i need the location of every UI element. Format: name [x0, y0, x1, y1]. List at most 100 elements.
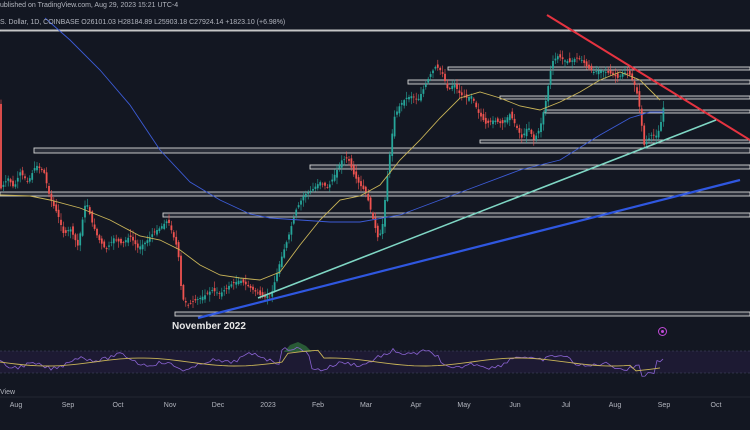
x-tick-label: Sep: [61, 402, 75, 409]
candle-body: [2, 184, 5, 187]
candle-body: [427, 78, 430, 83]
candle-body: [523, 133, 526, 136]
candle-body: [446, 83, 449, 89]
candle-body: [609, 70, 612, 74]
candle-body: [321, 183, 324, 185]
candle-body: [477, 109, 480, 113]
candle-body: [98, 235, 101, 241]
candle-body: [626, 73, 629, 75]
candle-body: [182, 284, 185, 300]
candle-body: [388, 154, 391, 174]
candle-body: [590, 65, 593, 71]
candle-body: [412, 96, 415, 98]
candle-body: [86, 205, 89, 207]
candle-body: [492, 120, 494, 125]
candle-body: [180, 255, 182, 286]
level-band: [162, 212, 750, 218]
candle-body: [199, 297, 202, 300]
candle-body: [280, 256, 283, 267]
candle-body: [14, 184, 17, 187]
candle-body: [571, 60, 574, 62]
candle-body: [612, 72, 614, 75]
x-tick-label: Apr: [410, 402, 422, 409]
candle-body: [660, 122, 662, 131]
candle-body: [283, 249, 286, 258]
candle-body: [108, 245, 110, 247]
candle-body: [304, 193, 307, 198]
candle-body: [76, 239, 79, 246]
x-tick-label: Mar: [359, 402, 373, 409]
candle-body: [508, 114, 511, 121]
level-band: [0, 191, 750, 197]
candle-body: [189, 303, 192, 305]
candle-body: [74, 234, 77, 241]
candle-body: [256, 292, 259, 294]
candle-body: [496, 118, 499, 122]
candle-body: [352, 165, 355, 175]
candle-body: [156, 230, 158, 235]
candle-body: [607, 71, 610, 73]
candle-body: [228, 285, 230, 290]
candle-body: [91, 211, 94, 223]
candle-body: [93, 224, 96, 229]
candle-body: [537, 130, 540, 134]
candle-body: [326, 187, 329, 188]
candle-body: [369, 197, 372, 210]
target-icon[interactable]: [658, 327, 667, 336]
candle-body: [621, 73, 624, 77]
candle-body: [136, 243, 139, 248]
level-band: [309, 164, 750, 170]
candle-body: [297, 205, 300, 208]
candle-body: [292, 217, 295, 224]
x-tick-label: Aug: [608, 402, 622, 409]
candle-body: [62, 226, 65, 233]
level-band: [0, 29, 750, 32]
candle-body: [506, 117, 509, 123]
candle-body: [153, 231, 156, 233]
candle-body: [237, 280, 240, 285]
candle-body: [372, 212, 374, 219]
candle-body: [535, 135, 538, 140]
ma-short-line: [0, 71, 661, 281]
candle-body: [132, 236, 134, 241]
candle-body: [576, 57, 578, 59]
candle-body: [580, 59, 583, 61]
candle-body: [633, 81, 636, 85]
candle-body: [544, 100, 547, 113]
candle-body: [38, 166, 41, 168]
candle-body: [645, 141, 648, 145]
candle-body: [408, 97, 410, 100]
candle-body: [592, 71, 595, 74]
x-tick-label: Oct: [710, 402, 722, 409]
candle-body: [79, 233, 82, 246]
candle-body: [516, 125, 518, 128]
candle-body: [172, 232, 175, 238]
candle-body: [364, 186, 367, 192]
candle-body: [410, 96, 413, 99]
candle-body: [124, 240, 127, 243]
level-band: [407, 79, 750, 85]
candle-body: [460, 92, 463, 96]
candle-body: [441, 72, 444, 74]
trendlines: [197, 14, 750, 320]
candle-body: [350, 158, 353, 168]
candle-body: [309, 190, 312, 192]
candle-body: [184, 301, 187, 303]
level-band: [174, 311, 750, 317]
candle-body: [556, 56, 559, 60]
candle-body: [64, 230, 67, 233]
candle-body: [499, 121, 502, 124]
candle-body: [487, 120, 490, 123]
candle-body: [340, 160, 343, 168]
candle-body: [216, 292, 218, 294]
candle-body: [638, 91, 641, 107]
november-2022-annotation: November 2022: [172, 321, 246, 332]
candle-body: [484, 117, 487, 124]
candle-body: [81, 219, 84, 236]
candle-body: [343, 159, 346, 161]
candle-body: [451, 85, 454, 90]
candle-body: [360, 181, 362, 187]
level-band: [447, 66, 750, 71]
candle-body: [384, 200, 386, 227]
